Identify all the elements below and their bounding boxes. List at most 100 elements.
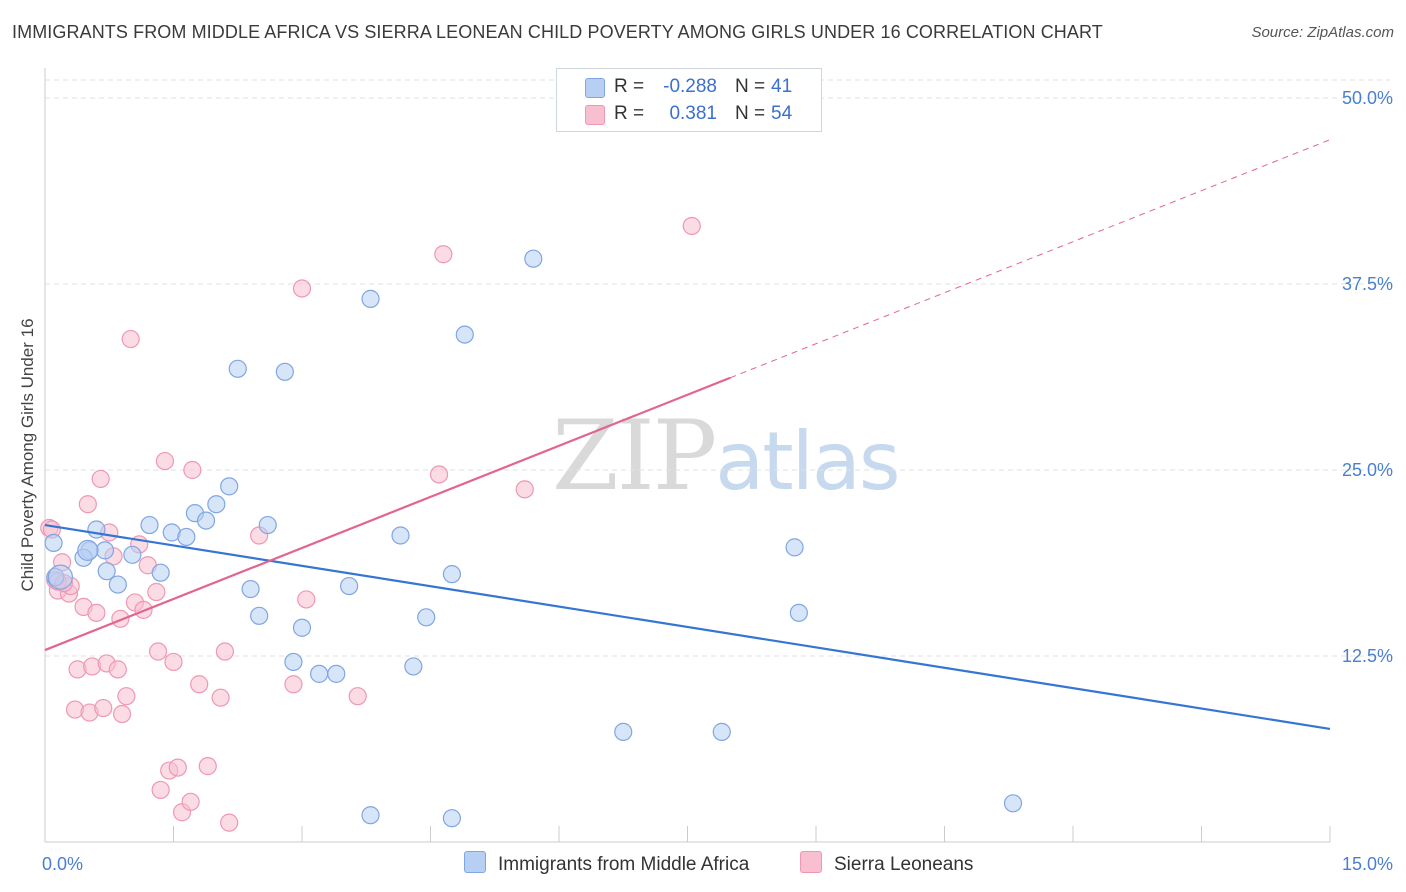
- data-point: [155, 451, 175, 471]
- data-point: [429, 465, 449, 484]
- axis-layer: [44, 68, 1331, 843]
- data-point: [47, 564, 74, 590]
- data-point: [297, 590, 316, 609]
- data-point: [177, 527, 196, 547]
- trendline-layer: [44, 139, 1331, 730]
- data-point: [215, 642, 234, 661]
- tick-label-layer: 12.5% 25.0% 37.5% 50.0% 0.0% 15.0%: [42, 88, 1393, 874]
- data-point: [97, 562, 116, 581]
- data-point: [391, 526, 410, 545]
- legend-row-middle-africa: R = -0.288 N = 41: [557, 74, 821, 101]
- legend-label: Immigrants from Middle Africa: [498, 854, 750, 875]
- sierra-leoneans-points: [40, 216, 701, 832]
- watermark: ZIPatlas: [552, 400, 901, 512]
- data-point: [108, 660, 127, 679]
- trendline-sierra-leoneans: [44, 376, 731, 652]
- data-point: [95, 541, 115, 560]
- legend-swatch-blue: [585, 78, 605, 98]
- y-tick-label: 12.5%: [1342, 646, 1393, 666]
- data-point: [434, 245, 453, 264]
- data-point: [44, 533, 63, 553]
- data-point: [151, 780, 170, 800]
- data-point: [207, 495, 226, 514]
- data-point: [442, 809, 462, 828]
- y-axis-label: Child Poverty Among Girls Under 16: [18, 318, 37, 592]
- grid-layer: [45, 79, 1390, 657]
- data-point: [515, 480, 534, 499]
- data-point: [292, 279, 312, 298]
- x-tick-label: 15.0%: [1342, 854, 1393, 874]
- trendline-middle-africa: [44, 523, 1331, 730]
- data-point: [292, 618, 312, 637]
- data-point: [524, 249, 543, 268]
- y-tick-label: 37.5%: [1342, 274, 1393, 294]
- data-point: [241, 579, 260, 599]
- data-point: [147, 582, 166, 602]
- data-point: [198, 757, 217, 776]
- series-legend: Immigrants from Middle Africa Sierra Leo…: [0, 851, 1406, 879]
- data-point: [83, 657, 102, 676]
- r-value: 0.381: [669, 103, 717, 124]
- x-tick-label: 0.0%: [42, 854, 83, 874]
- y-tick-label: 50.0%: [1342, 88, 1393, 108]
- chart-title: IMMIGRANTS FROM MIDDLE AFRICA VS SIERRA …: [12, 22, 1103, 42]
- n-value: 54: [771, 103, 793, 124]
- data-point: [785, 538, 804, 557]
- correlation-legend: R = -0.288 N = 41 R = 0.381 N = 54: [556, 68, 822, 132]
- data-point: [417, 608, 436, 627]
- data-point: [442, 565, 462, 584]
- data-point: [340, 576, 359, 596]
- data-point: [68, 660, 87, 679]
- data-point: [348, 687, 367, 706]
- data-point: [78, 495, 97, 514]
- legend-swatch-blue: [464, 851, 486, 873]
- data-point: [108, 575, 127, 594]
- data-point: [151, 563, 170, 582]
- data-point: [310, 664, 329, 683]
- source-credit: Source: ZipAtlas.com: [1251, 24, 1394, 41]
- data-point: [258, 515, 277, 535]
- data-point: [91, 469, 110, 489]
- data-point: [65, 700, 85, 719]
- data-point: [361, 289, 380, 308]
- legend-row-sierra-leoneans: R = 0.381 N = 54: [557, 101, 821, 128]
- data-point: [148, 642, 168, 661]
- legend-swatch-pink: [585, 105, 605, 125]
- legend-swatch-pink: [800, 851, 822, 873]
- data-point: [712, 722, 731, 741]
- data-point: [87, 520, 106, 539]
- legend-label: Sierra Leoneans: [834, 854, 974, 875]
- data-point: [250, 606, 269, 625]
- data-point: [164, 652, 183, 672]
- data-point: [190, 675, 209, 694]
- data-point: [211, 688, 230, 707]
- middle-africa-points: [44, 249, 1023, 828]
- data-point: [181, 792, 200, 811]
- data-point: [614, 722, 633, 741]
- data-point: [361, 806, 380, 825]
- data-point: [168, 758, 187, 777]
- y-tick-label: 25.0%: [1342, 460, 1393, 480]
- n-value: 41: [771, 76, 793, 97]
- data-point: [284, 652, 303, 672]
- data-point: [220, 813, 239, 832]
- data-point: [228, 359, 247, 378]
- n-label: N =: [735, 103, 766, 124]
- trendline-sierra-leoneans: [730, 139, 1331, 379]
- data-point: [455, 325, 474, 344]
- r-label: R =: [614, 76, 645, 97]
- data-point: [220, 477, 239, 496]
- data-point: [284, 675, 303, 694]
- r-label: R =: [614, 103, 645, 124]
- data-point: [327, 664, 346, 683]
- watermark-zip: ZIP: [552, 400, 717, 512]
- legend-item-sierra-leoneans[interactable]: Sierra Leoneans: [800, 851, 973, 876]
- data-point: [87, 603, 106, 622]
- data-point: [77, 539, 99, 561]
- data-point: [117, 687, 136, 706]
- data-point: [682, 216, 701, 236]
- r-value: -0.288: [663, 76, 717, 97]
- data-point: [404, 657, 423, 676]
- data-point: [121, 329, 140, 349]
- legend-item-middle-africa[interactable]: Immigrants from Middle Africa: [464, 851, 749, 876]
